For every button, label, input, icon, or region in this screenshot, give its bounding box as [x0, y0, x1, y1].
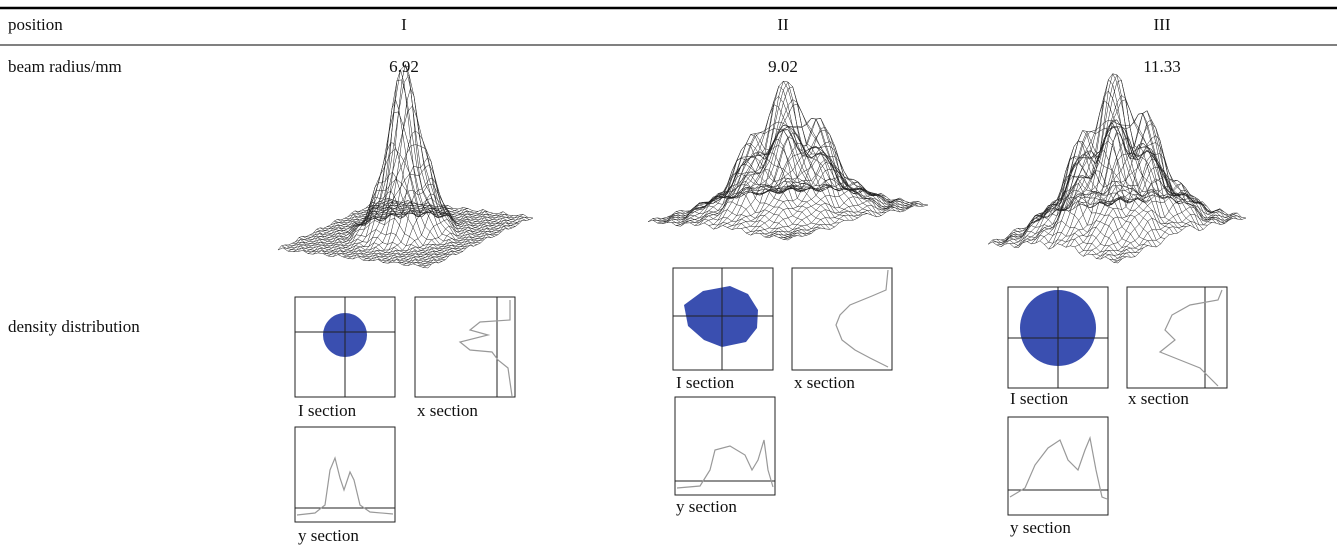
mesh-line: [1031, 123, 1159, 244]
mesh-line: [648, 220, 788, 240]
mesh-line: [699, 125, 839, 225]
panel-label: I section: [676, 373, 735, 392]
mesh-line: [690, 153, 830, 230]
panel-label: I section: [1010, 389, 1069, 408]
row-label: beam radius/mm: [8, 57, 122, 76]
mesh-line: [988, 241, 1118, 263]
mesh-line: [704, 122, 844, 223]
mesh-line: [388, 213, 493, 263]
section-panels: I section x section y section: [673, 268, 892, 516]
mesh-line: [699, 130, 839, 223]
mesh-line: [1001, 221, 1131, 258]
mesh-line: [1069, 111, 1199, 231]
panel-label: y section: [676, 497, 737, 516]
profile: [460, 300, 512, 396]
header-cell: II: [777, 15, 789, 34]
mesh-line: [788, 205, 928, 240]
mesh-line: [378, 194, 483, 260]
profile: [1160, 290, 1222, 386]
profile: [297, 458, 393, 515]
panel-label: y section: [1010, 518, 1071, 537]
frame: [1127, 287, 1227, 388]
header-cell: III: [1154, 15, 1171, 34]
frame: [415, 297, 515, 397]
panel-label: x section: [417, 401, 478, 420]
mesh-line: [331, 65, 481, 243]
mesh-line: [324, 112, 474, 246]
row-label: density distribution: [8, 317, 140, 336]
cell: 9.02: [768, 57, 798, 76]
frame: [675, 397, 775, 495]
section-panels: I section x section y section: [1008, 287, 1227, 537]
surface-plot: [988, 74, 1246, 263]
surface-plot: [278, 65, 533, 268]
mesh-line: [1118, 218, 1246, 263]
mesh-line: [732, 118, 872, 229]
mesh-line: [1101, 202, 1229, 260]
panel-label: I section: [298, 401, 357, 420]
cell: 11.33: [1143, 57, 1181, 76]
header-cell: position: [8, 15, 63, 34]
mesh-line: [1044, 101, 1174, 234]
mesh-line: [283, 198, 388, 248]
profile: [836, 270, 888, 367]
section-panels: I section x section y section: [295, 297, 515, 545]
header-cell: I: [401, 15, 407, 34]
frame: [1008, 417, 1108, 515]
page: position I II III beam radius/mm 6.92 9.…: [0, 0, 1337, 558]
mesh-line: [769, 197, 909, 238]
mesh-line: [1057, 95, 1185, 243]
mesh-line: [338, 106, 488, 239]
frame: [792, 268, 892, 370]
surface-plot: [648, 81, 928, 240]
mesh-line: [713, 86, 853, 220]
mesh-line: [334, 75, 484, 241]
panel-label: x section: [1128, 389, 1189, 408]
panel-label: y section: [298, 526, 359, 545]
panel-label: x section: [794, 373, 855, 392]
